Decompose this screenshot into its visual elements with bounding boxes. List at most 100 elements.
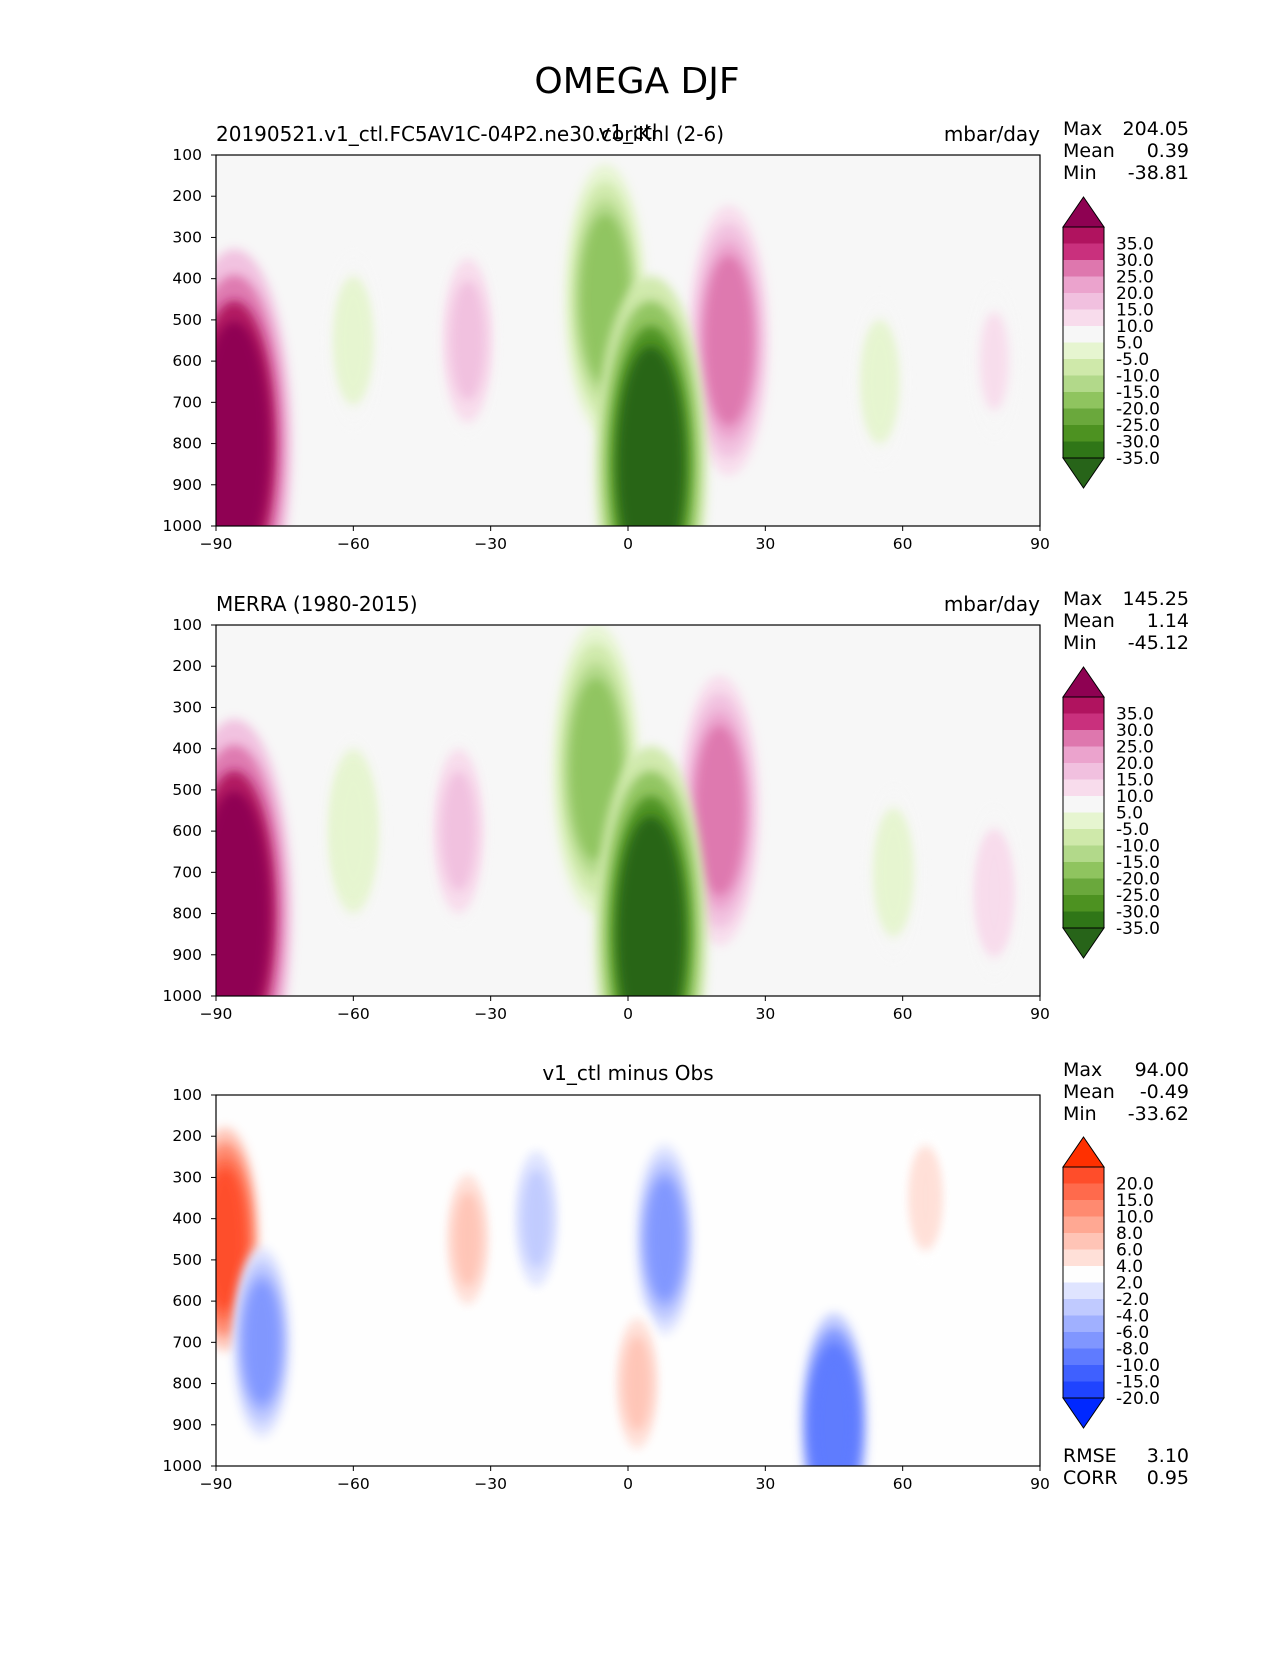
- colorbar-band: [1063, 1216, 1104, 1234]
- x-tick-label: −60: [337, 1475, 370, 1493]
- contour-blob: [616, 346, 685, 526]
- y-tick-label: 100: [172, 616, 202, 634]
- panel-diff-rmse-label: RMSE: [1063, 1445, 1117, 1467]
- colorbar-frame: [1062, 1166, 1105, 1399]
- colorbar-label: 6.0: [1116, 1241, 1143, 1261]
- colorbar-1: 35.030.025.020.015.010.05.0-5.0-10.0-15.…: [1062, 666, 1160, 959]
- colorbar-band: [1063, 1365, 1104, 1382]
- colorbar-band: [1063, 326, 1104, 343]
- x-tick-label: 60: [893, 1475, 913, 1493]
- colorbar-label: -6.0: [1116, 1323, 1149, 1343]
- colorbar-label: 30.0: [1116, 251, 1154, 271]
- x-tick-label: −30: [474, 1005, 507, 1023]
- y-tick-label: 700: [172, 1333, 202, 1351]
- colorbar-band: [1063, 1348, 1104, 1366]
- panel-diff-mean-label: Mean: [1063, 1081, 1115, 1103]
- contour-blob: [979, 311, 1009, 411]
- colorbar-extend-min: [1062, 927, 1105, 959]
- y-tick-label: 500: [172, 781, 202, 799]
- colorbar-label: 15.0: [1116, 1191, 1154, 1211]
- panel-diff-min-value: -33.62: [1128, 1103, 1189, 1125]
- colorbar-band: [1063, 1332, 1104, 1349]
- y-tick-label: 900: [172, 946, 202, 964]
- colorbar-label: -15.0: [1116, 1373, 1160, 1393]
- x-tick-label: 90: [1030, 1005, 1050, 1023]
- y-tick-label: 400: [172, 740, 202, 758]
- figure-title: OMEGA DJF: [534, 61, 739, 102]
- colorbar-band: [1063, 1183, 1104, 1201]
- x-tick-label: 0: [623, 535, 633, 553]
- colorbar-band: [1063, 392, 1104, 409]
- colorbar-band: [1063, 895, 1104, 912]
- y-tick-label: 200: [172, 187, 202, 205]
- colorbar-label: -20.0: [1116, 400, 1160, 420]
- colorbar-label: 8.0: [1116, 1224, 1143, 1244]
- contour-blob: [977, 837, 1011, 949]
- contour-blob: [647, 1179, 683, 1300]
- colorbar-band: [1063, 1315, 1104, 1333]
- colorbar-label: -4.0: [1116, 1307, 1149, 1327]
- y-tick-label: 300: [172, 1168, 202, 1186]
- colorbar-frame: [1062, 226, 1105, 459]
- colorbar-band: [1063, 1233, 1104, 1250]
- colorbar-band: [1063, 1282, 1104, 1300]
- colorbar-label: -30.0: [1116, 903, 1160, 923]
- colorbar-0: 35.030.025.020.015.010.05.0-5.0-10.0-15.…: [1062, 196, 1160, 489]
- colorbar-band: [1063, 293, 1104, 310]
- colorbar-band: [1063, 260, 1104, 277]
- panel-ref-units: mbar/day: [944, 592, 1040, 616]
- x-tick-label: −90: [200, 1475, 233, 1493]
- x-tick-label: −30: [474, 1475, 507, 1493]
- contour-blob: [244, 1282, 280, 1403]
- colorbar-band: [1063, 1200, 1104, 1217]
- contour-blob: [694, 725, 745, 896]
- colorbar-label: -5.0: [1116, 350, 1149, 370]
- panel-ref-left-title: MERRA (1980-2015): [216, 592, 418, 616]
- y-tick-label: 800: [172, 905, 202, 923]
- colorbar-band: [1063, 878, 1104, 896]
- colorbar-label: -25.0: [1116, 416, 1160, 436]
- colorbar-label: 35.0: [1116, 235, 1154, 255]
- y-tick-label: 1000: [163, 987, 202, 1005]
- panel-test-mean-value: 0.39: [1147, 140, 1189, 162]
- contour-blob: [616, 816, 685, 996]
- y-tick-label: 300: [172, 698, 202, 716]
- contour-blob: [863, 328, 896, 436]
- colorbar-band: [1063, 1299, 1104, 1316]
- y-tick-label: 300: [172, 228, 202, 246]
- colorbar-label: 4.0: [1116, 1257, 1143, 1277]
- x-tick-label: 60: [893, 1005, 913, 1023]
- colorbar-label: -30.0: [1116, 433, 1160, 453]
- colorbar-band: [1063, 862, 1104, 879]
- y-tick-label: 800: [172, 435, 202, 453]
- contour-blob: [453, 1191, 482, 1287]
- panel-diff: v1_ctl minus Obs Max 94.00 Mean -0.49 Mi…: [542, 1059, 1189, 1489]
- colorbar-band: [1063, 1381, 1104, 1399]
- y-tick-label: 700: [172, 863, 202, 881]
- panel-test-min-label: Min: [1063, 162, 1097, 184]
- colorbar-label: 20.0: [1116, 754, 1154, 774]
- colorbar-label: -15.0: [1116, 383, 1160, 403]
- x-tick-label: 90: [1030, 535, 1050, 553]
- colorbar-extend-max: [1062, 1136, 1105, 1168]
- contour-blob: [216, 791, 270, 996]
- y-tick-label: 100: [172, 146, 202, 164]
- panel-test-units: mbar/day: [944, 122, 1040, 146]
- colorbar-extend-max: [1062, 196, 1105, 228]
- colorbar-band: [1063, 713, 1104, 731]
- colorbar-label: 30.0: [1116, 721, 1154, 741]
- panel-diff-corr-label: CORR: [1063, 1467, 1118, 1489]
- panel-test-max-label: Max: [1063, 118, 1102, 140]
- contour-blob: [336, 284, 370, 397]
- colorbar-band: [1063, 375, 1104, 393]
- colorbar-band: [1063, 276, 1104, 294]
- colorbar-label: 25.0: [1116, 268, 1154, 288]
- panel-diff-center-title: v1_ctl minus Obs: [542, 1061, 713, 1085]
- y-tick-label: 200: [172, 1127, 202, 1145]
- y-tick-label: 800: [172, 1375, 202, 1393]
- colorbar-frame: [1062, 696, 1105, 929]
- contour-blob: [623, 1336, 652, 1431]
- y-tick-label: 100: [172, 1086, 202, 1104]
- colorbar-band: [1063, 697, 1104, 714]
